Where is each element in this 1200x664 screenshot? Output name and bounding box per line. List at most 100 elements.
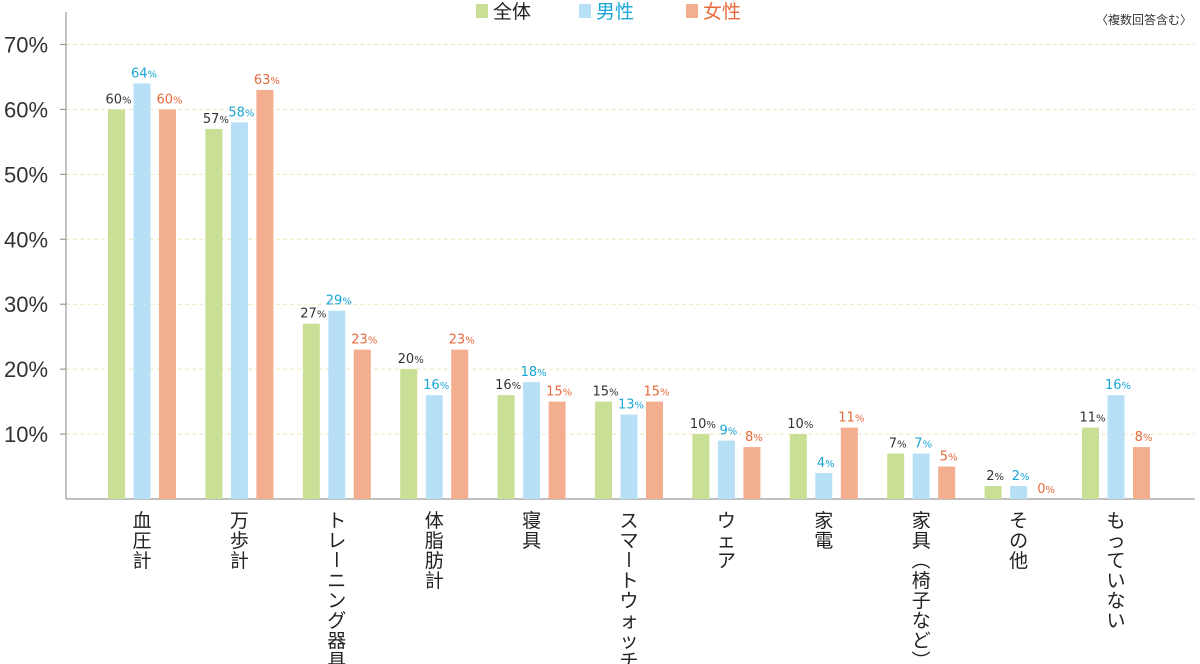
svg-text:グ: グ — [327, 610, 346, 632]
bar-all — [595, 401, 612, 499]
svg-text:血: 血 — [132, 510, 151, 532]
bar-male — [328, 310, 346, 499]
svg-text:家: 家 — [814, 510, 833, 532]
svg-text:椅: 椅 — [912, 570, 931, 592]
svg-text:の: の — [1009, 530, 1028, 552]
bar-all — [1082, 427, 1099, 499]
bar-male — [912, 453, 930, 499]
legend-label: 女性 — [703, 1, 741, 23]
y-tick-label: 50% — [4, 162, 48, 187]
svg-text:い: い — [1106, 570, 1125, 592]
svg-text:計: 計 — [425, 570, 444, 592]
bar-all — [497, 395, 515, 499]
data-label: 10% — [690, 417, 716, 432]
bar-female — [451, 349, 469, 499]
bar-female — [840, 427, 858, 499]
data-label: 29% — [326, 294, 352, 309]
bar-female — [938, 466, 956, 499]
data-labels: 60%64%60%57% 58%63%27%29%23%20%16%23%16%1… — [105, 66, 1152, 497]
svg-text:具: 具 — [912, 530, 931, 552]
bar-all — [984, 486, 1002, 499]
data-label: 23% — [351, 333, 377, 348]
data-label: 15% — [643, 385, 669, 400]
bar-female — [548, 401, 566, 499]
x-category-label: 家電 — [814, 510, 833, 552]
svg-text:な: な — [1106, 590, 1125, 612]
x-category-label: 万歩計 — [230, 510, 249, 572]
x-category-label: ウェア — [717, 510, 736, 572]
bar-all — [205, 128, 223, 499]
svg-text:ス: ス — [619, 510, 638, 532]
bar-male — [1010, 486, 1028, 499]
legend-swatch — [686, 4, 698, 18]
data-label: 16% — [423, 378, 449, 393]
data-label: 7% — [914, 437, 932, 452]
data-label: 18% — [521, 365, 547, 380]
svg-text:っ: っ — [1106, 530, 1125, 552]
bar-female — [159, 109, 176, 499]
data-label: 27% — [300, 307, 326, 322]
data-label: 64% — [131, 66, 157, 81]
bar-male — [523, 382, 541, 499]
x-category-label: 血圧計 — [132, 510, 151, 572]
svg-text:計: 計 — [230, 550, 249, 572]
data-label: 60% — [156, 92, 182, 107]
svg-text:計: 計 — [132, 550, 151, 572]
data-label: 63% — [254, 73, 280, 88]
note-multiple-answers: 〈複数回答含む〉 — [1096, 12, 1192, 27]
data-label: 16% — [495, 378, 521, 393]
data-label: 11% — [1079, 411, 1105, 426]
data-label: 4% — [817, 456, 835, 471]
data-label: 10% — [787, 417, 813, 432]
data-label: 15% — [592, 385, 618, 400]
legend-label: 男性 — [596, 1, 634, 23]
bar-female — [353, 349, 371, 499]
data-label: 23% — [449, 333, 475, 348]
data-label: 11% — [838, 411, 864, 426]
svg-text:て: て — [1106, 550, 1125, 572]
data-label: 7% — [889, 437, 907, 452]
bar-all — [789, 434, 807, 499]
data-label: 9% — [720, 424, 738, 439]
bar-female — [743, 447, 761, 499]
bar-all — [108, 109, 125, 499]
x-category-label: 寝具 — [522, 510, 541, 552]
svg-text:脂: 脂 — [425, 530, 444, 552]
bar-male — [1107, 395, 1125, 499]
bar-male — [620, 414, 638, 499]
svg-text:ー: ー — [327, 550, 346, 572]
svg-text:ン: ン — [327, 590, 346, 612]
svg-text:ニ: ニ — [327, 570, 346, 592]
data-label: 15% — [546, 385, 572, 400]
legend-swatch — [476, 4, 488, 18]
data-label: 0% — [1037, 482, 1055, 497]
svg-text:ッ: ッ — [619, 630, 638, 652]
data-label: 2% — [986, 469, 1004, 484]
data-label: 5% — [940, 450, 958, 465]
y-tick-label: 10% — [4, 422, 48, 447]
svg-text:家: 家 — [912, 510, 931, 532]
gridlines — [66, 44, 1195, 435]
bar-female — [256, 89, 274, 499]
x-category-label: その他 — [1009, 510, 1028, 572]
bar-male — [717, 440, 735, 499]
svg-text:電: 電 — [814, 530, 833, 552]
y-tick-label: 30% — [4, 292, 48, 317]
data-label: 8% — [745, 430, 763, 445]
svg-text:子: 子 — [912, 590, 931, 612]
bar-all — [302, 323, 320, 499]
bar-all — [887, 453, 905, 499]
bars — [108, 83, 1150, 500]
data-label: 20% — [398, 352, 424, 367]
y-axis: 10% 20% 30% 40% 50% 60% 70% — [4, 12, 1195, 500]
svg-text:寝: 寝 — [522, 510, 541, 532]
svg-text:体: 体 — [425, 510, 444, 532]
svg-text:（: （ — [909, 550, 931, 569]
svg-text:ア: ア — [717, 550, 736, 572]
bar-male — [425, 395, 443, 499]
bar-female — [646, 401, 663, 499]
